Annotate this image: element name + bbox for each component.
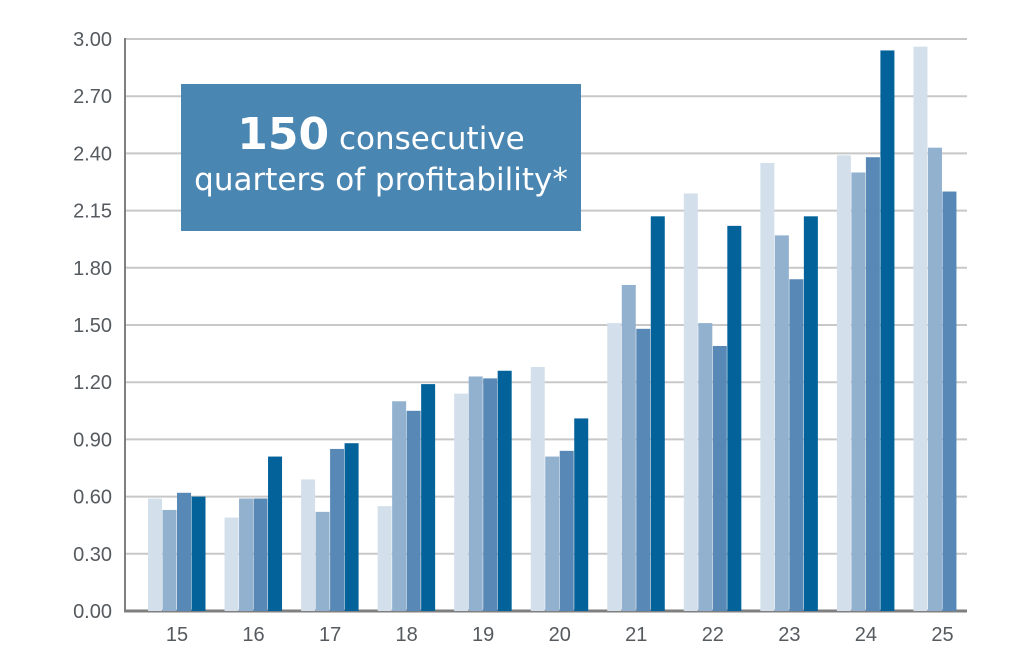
bar-q2-20 bbox=[545, 456, 560, 611]
y-tick-label: 1.80 bbox=[73, 258, 112, 280]
x-tick-label: 17 bbox=[319, 624, 341, 646]
bar-q1-20 bbox=[530, 366, 545, 611]
bar-q3-24 bbox=[865, 157, 880, 612]
x-tick-label: 16 bbox=[242, 624, 264, 646]
callout-line-1: 150 consecutive bbox=[181, 112, 581, 159]
bar-q3-19 bbox=[483, 378, 498, 611]
bar-q2-17 bbox=[315, 511, 330, 611]
x-tick-label: 15 bbox=[166, 624, 188, 646]
bar-q4-23 bbox=[803, 216, 818, 611]
bar-q2-22 bbox=[698, 323, 713, 611]
bar-q2-15 bbox=[162, 509, 177, 611]
y-tick-label: 3.00 bbox=[73, 29, 112, 51]
x-tick-label: 21 bbox=[625, 624, 647, 646]
bar-q3-23 bbox=[789, 279, 804, 611]
x-tick-label: 22 bbox=[702, 624, 724, 646]
bar-q4-24 bbox=[880, 50, 895, 611]
y-tick-label: 0.00 bbox=[73, 601, 112, 623]
y-tick-label: 0.30 bbox=[73, 544, 112, 566]
bar-q4-17 bbox=[344, 443, 359, 611]
bar-q4-21 bbox=[650, 216, 665, 611]
bar-q1-18 bbox=[377, 506, 392, 611]
y-tick-label: 1.50 bbox=[73, 315, 112, 337]
bar-q1-25 bbox=[913, 46, 928, 612]
x-tick-label: 20 bbox=[549, 624, 571, 646]
bar-q4-22 bbox=[727, 225, 742, 611]
bar-q2-23 bbox=[774, 235, 789, 612]
y-tick-label: 1.20 bbox=[73, 372, 112, 394]
x-tick-label: 23 bbox=[778, 624, 800, 646]
y-tick-label: 0.60 bbox=[73, 487, 112, 509]
bar-q4-18 bbox=[421, 384, 436, 611]
callout-number: 150 bbox=[237, 108, 330, 160]
bar-q2-18 bbox=[392, 401, 407, 611]
bar-q1-24 bbox=[836, 155, 851, 611]
bar-q2-21 bbox=[621, 284, 636, 611]
y-tick-label: 2.70 bbox=[73, 86, 112, 108]
x-tick-label: 18 bbox=[396, 624, 418, 646]
y-tick-label: 2.40 bbox=[73, 143, 112, 165]
bar-q3-16 bbox=[253, 498, 268, 611]
bar-q4-16 bbox=[268, 456, 283, 611]
bar-q3-20 bbox=[559, 450, 574, 611]
x-tick-label: 24 bbox=[855, 624, 877, 646]
bar-q2-24 bbox=[851, 172, 866, 611]
bar-q3-18 bbox=[406, 410, 421, 611]
bar-q1-23 bbox=[760, 162, 775, 611]
bar-q4-15 bbox=[191, 496, 206, 611]
bar-q4-20 bbox=[574, 418, 589, 611]
y-tick-label: 0.90 bbox=[73, 429, 112, 451]
bar-q1-22 bbox=[683, 193, 698, 611]
bar-q1-15 bbox=[148, 498, 162, 611]
x-tick-label: 25 bbox=[931, 624, 953, 646]
bar-q1-16 bbox=[224, 517, 239, 611]
bar-q2-19 bbox=[468, 376, 483, 611]
bar-q2-25 bbox=[927, 147, 942, 611]
bar-q4-19 bbox=[497, 370, 512, 611]
bar-q2-16 bbox=[239, 498, 254, 611]
bar-q3-22 bbox=[712, 345, 727, 611]
bar-q1-19 bbox=[454, 393, 469, 611]
bar-q3-21 bbox=[636, 328, 651, 611]
bar-q1-17 bbox=[301, 479, 316, 611]
bar-q3-15 bbox=[177, 492, 191, 611]
bar-q3-17 bbox=[330, 448, 345, 611]
callout-line-1-text: consecutive bbox=[329, 120, 525, 157]
x-tick-label: 19 bbox=[472, 624, 494, 646]
bar-q1-21 bbox=[607, 323, 622, 611]
y-tick-label: 2.15 bbox=[73, 201, 112, 223]
callout-line-2: quarters of profitability* bbox=[194, 161, 568, 198]
profitability-callout: 150 consecutive quarters of profitabilit… bbox=[181, 84, 581, 231]
bar-q3-25 bbox=[942, 191, 957, 612]
